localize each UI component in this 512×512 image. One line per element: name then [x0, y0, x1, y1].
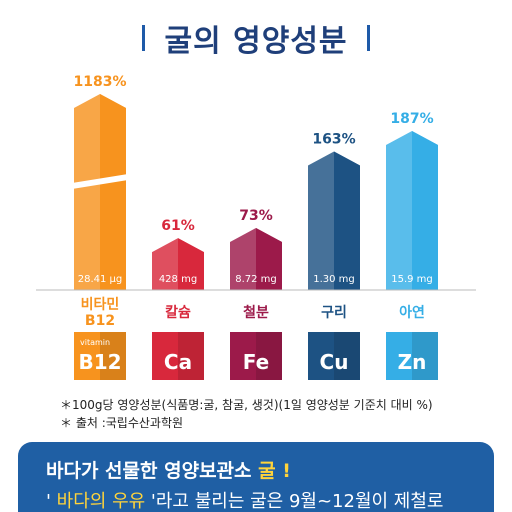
banner-headline: 바다가 선물한 영양보관소 굴 !	[46, 456, 291, 483]
amount-label-4: 15.9 mg	[391, 274, 433, 285]
amount-label-3: 1.30 mg	[313, 274, 355, 285]
symbol-box-shade-4	[412, 332, 438, 380]
banner-subline-highlight: 바다의 우유	[56, 491, 146, 512]
page-title: 굴의 영양성분	[164, 24, 348, 59]
element-symbol-3: Cu	[320, 350, 349, 374]
footnote-source: ＊ 출처 :국립수산과학원	[60, 416, 184, 430]
value-label-2: 73%	[239, 208, 273, 224]
value-label-4: 187%	[390, 111, 433, 127]
symbol-box-shade-3	[334, 332, 360, 380]
value-label-1: 61%	[161, 218, 195, 234]
element-symbol-0: B12	[78, 350, 121, 374]
element-symbol-2: Fe	[243, 350, 269, 374]
symbol-box-shade-0	[100, 332, 126, 380]
title-left-bar	[142, 25, 146, 51]
amount-label-0: 28.41 μg	[78, 274, 123, 285]
bar-shade-4	[412, 131, 438, 290]
axis-break-mark	[72, 174, 128, 189]
banner-subline-quote: '	[46, 491, 57, 512]
title-area: 굴의 영양성분	[0, 16, 512, 60]
category-label-2-0: 철분	[243, 305, 269, 321]
element-symbol-1: Ca	[164, 350, 192, 374]
element-symbol-4: Zn	[398, 350, 427, 374]
info-banner: 바다가 선물한 영양보관소 굴 ! ' 바다의 우유 '라고 불리는 굴은 9월…	[18, 442, 494, 512]
symbol-box-shade-1	[178, 332, 204, 380]
symbol-box-shade-2	[256, 332, 282, 380]
category-label-0-0: 비타민	[81, 296, 120, 313]
value-label-3: 163%	[312, 131, 355, 147]
category-label-1-0: 칼슘	[165, 305, 191, 321]
symbol-prefix-0: vitamin	[80, 338, 110, 347]
bar-shade-2	[256, 227, 282, 290]
banner-subline: ' 바다의 우유 '라고 불리는 굴은 9월~12월이 제철로	[46, 487, 443, 512]
banner-headline-highlight: 굴 !	[258, 460, 291, 482]
category-label-3-0: 구리	[321, 305, 347, 321]
footnote-serving: ＊100g당 영양성분(식품명:굴, 참굴, 생것)(1일 영양성분 기준치 대…	[60, 398, 433, 412]
banner-headline-text: 바다가 선물한 영양보관소	[46, 460, 259, 482]
bar-shade-1	[178, 238, 204, 290]
value-label-0: 1183%	[74, 74, 127, 90]
bar-shade-3	[334, 151, 360, 290]
category-label-0-1: B12	[85, 313, 115, 329]
amount-label-1: 428 mg	[159, 274, 197, 285]
amount-label-2: 8.72 mg	[235, 274, 277, 285]
banner-subline-text: '라고 불리는 굴은 9월~12월이 제철로	[145, 491, 444, 512]
bar-shade-0	[100, 94, 126, 290]
title-right-bar	[366, 25, 370, 51]
category-label-4-0: 아연	[399, 304, 425, 321]
